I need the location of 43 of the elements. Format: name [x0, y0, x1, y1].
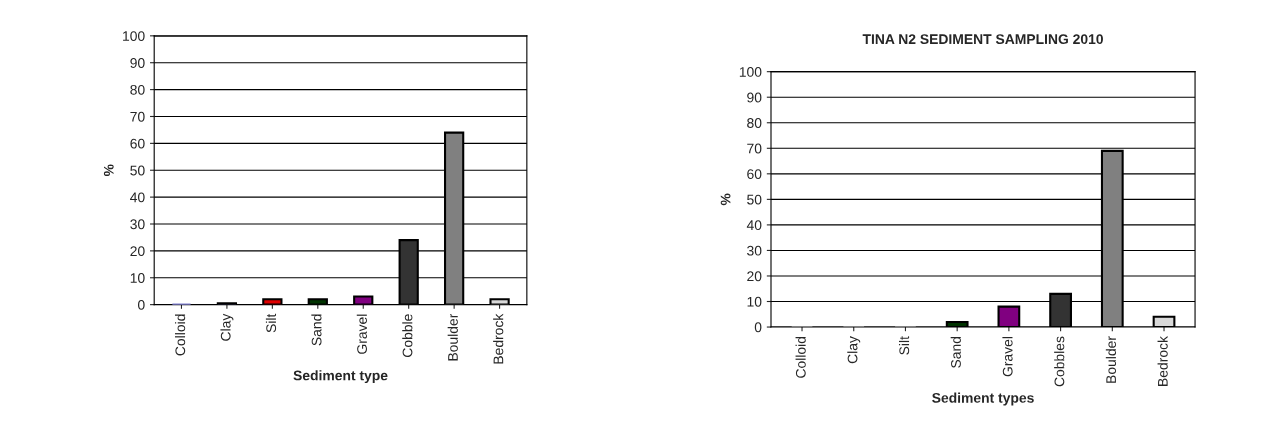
y-tick-label: 30	[130, 219, 145, 230]
x-tick-label: Boulder	[447, 313, 458, 361]
y-tick-label: 70	[747, 143, 762, 154]
x-axis-title: Sediment types	[932, 392, 1034, 406]
x-tick-label: Silt	[898, 336, 910, 355]
y-tick-label: 100	[123, 31, 145, 42]
y-tick-label: 90	[130, 58, 145, 68]
y-axis-title: %	[103, 164, 114, 177]
x-tick-label: Clay	[847, 336, 861, 364]
y-tick-label: 70	[130, 111, 145, 122]
chart-title: TINA N2 SEDIMENT SAMPLING 2010	[862, 34, 1103, 45]
x-tick-label: Cobble	[402, 314, 413, 357]
x-tick-label: Cobbles	[1054, 336, 1065, 387]
x-tick-label: Boulder	[1105, 336, 1117, 383]
x-tick-label: Silt	[265, 313, 277, 333]
y-tick-label: 90	[747, 92, 762, 103]
y-tick-label: 40	[130, 192, 145, 203]
x-tick-label: Bedrock	[1157, 336, 1168, 386]
x-tick-label: Gravel	[356, 314, 367, 354]
y-tick-label: 10	[747, 296, 762, 307]
y-tick-label: 20	[130, 246, 145, 257]
y-tick-label: 60	[747, 169, 762, 179]
y-tick-label: 20	[747, 271, 762, 282]
x-tick-label: Sand	[950, 336, 961, 368]
y-tick-label: 10	[130, 273, 145, 283]
y-tick-label: 60	[130, 138, 145, 149]
x-tick-label: Bedrock	[493, 313, 504, 364]
y-tick-label: 80	[130, 84, 145, 95]
y-tick-label: 50	[747, 194, 762, 205]
y-axis-title: %	[720, 193, 731, 206]
x-tick-label: Clay	[220, 313, 234, 341]
y-tick-label: 80	[747, 118, 762, 128]
y-tick-label: 0	[754, 322, 762, 333]
x-tick-label: Colloid	[174, 314, 186, 356]
x-tick-label: Gravel	[1002, 336, 1013, 377]
y-tick-label: 100	[739, 67, 762, 77]
x-tick-label: Colloid	[795, 336, 806, 378]
y-tick-label: 50	[130, 165, 145, 176]
y-tick-label: 40	[746, 220, 762, 231]
y-tick-label: 0	[137, 299, 145, 310]
x-axis-title: Sediment type	[293, 370, 388, 384]
y-tick-label: 30	[747, 245, 762, 256]
x-tick-label: Sand	[311, 314, 322, 346]
